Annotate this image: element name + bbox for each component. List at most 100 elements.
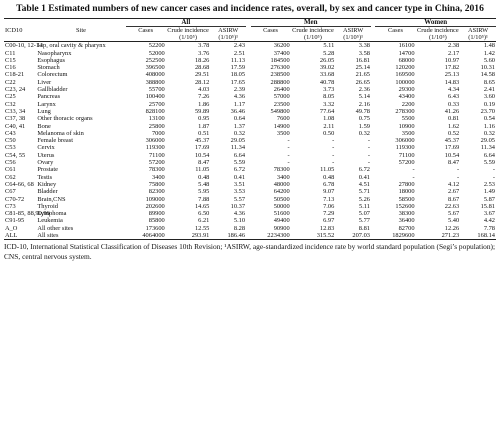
cases-cell: 238500 bbox=[270, 71, 290, 79]
site-header: Site bbox=[36, 26, 126, 43]
icd-code-cell: C40, 41 bbox=[5, 122, 26, 130]
crude-rate-cell: 5.28 bbox=[323, 49, 335, 57]
crude-rate-cell: 5.95 bbox=[198, 188, 210, 196]
crude-rate-cell: 25.13 bbox=[444, 71, 460, 79]
crude-rate-cell: 17.69 bbox=[194, 144, 210, 152]
icd-code-cell: C22 bbox=[5, 78, 16, 86]
icd-code-cell: A_O bbox=[5, 224, 18, 232]
crude-rate-cell: - bbox=[332, 144, 335, 152]
icd-code-cell: C00-10, 12-14 bbox=[5, 42, 43, 50]
cases-cell: 278300 bbox=[395, 107, 415, 115]
asirw-cell: 15.81 bbox=[480, 202, 495, 210]
table-row: C37, 38 Other thoracic organs 13100 0.95 0.6… bbox=[4, 115, 496, 122]
table-row: C16 Stomach 396500 28.68 17.59 276300 39.02 25.… bbox=[4, 64, 496, 71]
crude-rate-cell: 315.52 bbox=[290, 232, 336, 241]
cases-cell: 68000 bbox=[398, 56, 415, 64]
asirw-cell: 14.58 bbox=[480, 71, 495, 79]
crude-rate-cell: 45.37 bbox=[194, 137, 210, 145]
cases-cell: 55700 bbox=[148, 86, 165, 94]
asirw-cell: 21.65 bbox=[355, 71, 370, 79]
icd-code-cell: C18-21 bbox=[5, 71, 25, 79]
table-row: C40, 41 Bone 25800 1.87 1.37 14900 2.11 1.59 109… bbox=[4, 123, 496, 130]
cases-cell: 252500 bbox=[145, 56, 165, 64]
asirw-cell: - bbox=[367, 144, 370, 152]
asirw-cell: 5.60 bbox=[483, 56, 495, 64]
crude-rate-cell: 7.26 bbox=[198, 93, 210, 101]
crude-rate-cell: 8.47 bbox=[198, 159, 210, 167]
cases-cell: 396500 bbox=[145, 64, 165, 72]
cases-cell: 288800 bbox=[270, 78, 290, 86]
table-row: C43 Melanoma of skin 7000 0.51 0.32 3500 0.50 0… bbox=[4, 130, 496, 137]
site-cell: All sites bbox=[36, 232, 126, 241]
crude-rate-cell: - bbox=[457, 166, 460, 174]
column-header-row: ICD10 Site Cases Crude incidence (1/10⁵)… bbox=[4, 26, 496, 43]
cases-cell: 36400 bbox=[398, 217, 415, 225]
asirw-cell: 0.32 bbox=[233, 129, 246, 137]
cases-cell: 1829600 bbox=[375, 232, 416, 241]
crude-rate-cell: 1.62 bbox=[448, 122, 460, 130]
asirw-cell: 3.58 bbox=[358, 49, 370, 57]
asirw-cell: 3.53 bbox=[233, 188, 246, 196]
asirw-cell: 10.37 bbox=[230, 202, 246, 210]
crude-rate-cell: 1.08 bbox=[323, 115, 335, 123]
icd-code-cell: C43 bbox=[5, 129, 16, 137]
crude-rate-cell: 6.43 bbox=[448, 93, 460, 101]
asirw-cell: 1.48 bbox=[483, 42, 495, 50]
table-row: C25 Pancreas 100400 7.26 4.36 57000 8.05 5.14 43… bbox=[4, 93, 496, 100]
icd-code-cell: ALL bbox=[4, 232, 37, 241]
asirw-cell: 10.31 bbox=[480, 64, 495, 72]
site-cell: Nasopharynx bbox=[37, 49, 72, 57]
asirw-cell: 23.70 bbox=[480, 107, 495, 115]
icd-code-cell: C53 bbox=[5, 144, 16, 152]
cases-cell: 23500 bbox=[273, 100, 290, 108]
site-cell: Uterus bbox=[37, 151, 55, 159]
cases-cell: 3500 bbox=[276, 129, 290, 137]
cases-cell: 100000 bbox=[395, 78, 415, 86]
asirw-cell: 5.11 bbox=[359, 202, 370, 210]
cases-cell: 119300 bbox=[145, 144, 165, 152]
site-cell: Thyroid bbox=[37, 202, 58, 210]
asirw-cell: 2.36 bbox=[358, 86, 370, 94]
cases-cell: 36200 bbox=[273, 42, 290, 50]
asirw-cell: 2.41 bbox=[483, 86, 495, 94]
table-row: ALL All sites 4064000 293.91 186.46 2234300 31… bbox=[4, 232, 496, 241]
cases-cell: - bbox=[412, 166, 415, 174]
cases-cell: 64200 bbox=[273, 188, 290, 196]
cases-cell: 52200 bbox=[148, 42, 165, 50]
icd-code-cell: C11 bbox=[5, 49, 16, 57]
asirw-cell: 3.67 bbox=[483, 210, 495, 218]
crude-rate-cell: 0.48 bbox=[198, 173, 210, 181]
crude-rate-cell: 40.78 bbox=[319, 78, 335, 86]
asirw-cell: 2.51 bbox=[233, 49, 246, 57]
crude-rate-cell: 0.81 bbox=[448, 115, 460, 123]
cases-cell: 13100 bbox=[148, 115, 165, 123]
crude-rate-cell: 4.12 bbox=[448, 180, 460, 188]
cases-cell: 50500 bbox=[273, 195, 290, 203]
asirw-cell: 0.32 bbox=[358, 129, 370, 137]
group-men: Men bbox=[250, 17, 371, 28]
icd-code-cell: C56 bbox=[5, 159, 16, 167]
asirw-cell: 168.14 bbox=[460, 232, 496, 241]
crude-rate-cell: 0.48 bbox=[323, 173, 335, 181]
crude-rate-cell: 5.11 bbox=[323, 42, 335, 50]
crude-rate-cell: 0.52 bbox=[448, 129, 460, 137]
crude-rate-cell: 8.47 bbox=[448, 159, 460, 167]
asirw-cell: 26.65 bbox=[355, 78, 370, 86]
site-cell: Female breast bbox=[37, 137, 74, 145]
asirw-cell: 0.41 bbox=[233, 173, 246, 181]
cases-header: Cases bbox=[250, 26, 291, 43]
crude-rate-cell: 10.54 bbox=[194, 151, 210, 159]
asirw-cell: 0.19 bbox=[483, 100, 495, 108]
asirw-cell: 5.59 bbox=[483, 159, 495, 167]
table-title: Table 1 Estimated numbers of new cancer … bbox=[16, 3, 484, 14]
crude-rate-cell: 41.26 bbox=[444, 107, 460, 115]
site-cell: Kidney bbox=[37, 180, 57, 188]
crude-rate-cell: 10.54 bbox=[444, 151, 460, 159]
asirw-cell: 1.49 bbox=[483, 188, 495, 196]
icd-code-cell: C91-95 bbox=[5, 217, 25, 225]
crude-rate-cell: 3.73 bbox=[323, 86, 335, 94]
cases-cell: 50000 bbox=[273, 202, 290, 210]
cases-cell: - bbox=[287, 137, 290, 145]
asirw-cell: 0.32 bbox=[483, 129, 495, 137]
site-cell: Pancreas bbox=[37, 93, 61, 101]
